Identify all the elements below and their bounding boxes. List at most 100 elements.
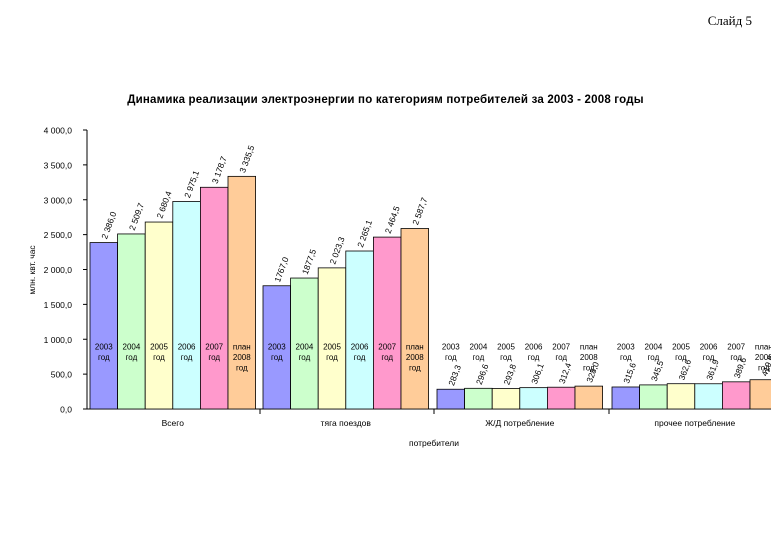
bar — [117, 233, 146, 410]
data-label: 345,5 — [649, 359, 666, 383]
bar-year-label-line: 2005 — [672, 342, 690, 351]
data-label: 419,8 — [759, 354, 771, 378]
bar — [262, 285, 292, 410]
bar-year-label-line: 2006 — [178, 342, 196, 351]
y-axis-label: млн. квт. час — [27, 245, 37, 295]
bar-year-label: 2004 год — [123, 342, 141, 362]
bar-year-label-line: год — [153, 353, 165, 362]
y-tick-label: 0,0 — [60, 405, 72, 415]
bar — [666, 383, 696, 410]
bar-year-label-line: 2005 — [150, 342, 168, 351]
bar-year-label-line: год — [236, 363, 248, 372]
bar-year-label-line: план — [755, 342, 771, 351]
bar — [547, 386, 576, 410]
bar — [722, 381, 751, 410]
data-label: 306,1 — [529, 362, 546, 386]
bar-year-label-line: 2007 — [205, 342, 223, 351]
bar — [199, 186, 229, 410]
bar-year-label: 2006 год — [700, 342, 718, 362]
bar-year-label-line: год — [445, 353, 457, 362]
y-tick-label: 2 000,0 — [44, 265, 73, 275]
bar-year-label-line: год — [703, 353, 715, 362]
bar — [694, 383, 723, 410]
bar-year-label: 2007 год — [727, 342, 745, 362]
bar-year-label-line: 2008 — [233, 353, 251, 362]
bar-year-label: план 2008 год — [755, 342, 771, 372]
bar-year-label-line: год — [473, 353, 485, 362]
data-label: 2 509,7 — [127, 201, 146, 231]
bar-year-label-line: год — [528, 353, 540, 362]
bar-year-label-line: год — [648, 353, 660, 362]
data-label: 3 335,5 — [237, 144, 256, 174]
bar-year-label-line: год — [126, 353, 138, 362]
bar-year-label-line: год — [326, 353, 338, 362]
bar-year-label: 2004 год — [645, 342, 663, 362]
bar-year-label: план 2008 год — [406, 342, 424, 372]
bar-year-label-line: год — [583, 363, 595, 372]
category-label: Ж/Д потребление — [485, 418, 554, 428]
bar-year-label-line: 2007 — [552, 342, 570, 351]
bar-year-label: 2003 год — [617, 342, 635, 362]
y-tick-label: 1 500,0 — [44, 300, 73, 310]
bar — [400, 228, 430, 410]
bar-year-label-line: год — [208, 353, 220, 362]
bar-year-label-line: 2006 — [700, 342, 718, 351]
bar-year-label: 2006 год — [351, 342, 369, 362]
bar-year-label: 2003 год — [442, 342, 460, 362]
bar-year-label-line: 2006 — [351, 342, 369, 351]
bar — [519, 387, 548, 410]
bar-year-label: 2006 год — [178, 342, 196, 362]
bar-year-label-line: 2003 — [617, 342, 635, 351]
bar-year-label-line: 2003 — [268, 342, 286, 351]
bar — [639, 384, 668, 410]
bar-year-label-line: 2008 — [755, 353, 771, 362]
bar-year-label-line: 2004 — [296, 342, 314, 351]
data-label: 2 023,3 — [327, 235, 346, 265]
bar — [317, 267, 347, 410]
bar-year-label: 2007 год — [378, 342, 396, 362]
bar — [574, 385, 604, 410]
bar — [491, 388, 521, 410]
data-label: 2 587,7 — [410, 196, 429, 226]
data-label: 2 386,0 — [99, 210, 118, 240]
y-tick-label: 4 000,0 — [44, 126, 73, 136]
bar-year-label: план 2008 год — [233, 342, 251, 372]
bar-year-label: 2004 год — [470, 342, 488, 362]
y-tick-label: 3 000,0 — [44, 195, 73, 205]
bar-year-label-line: 2006 — [525, 342, 543, 351]
data-label: 3 178,7 — [210, 155, 229, 185]
bar-year-label-line: год — [271, 353, 283, 362]
bar-year-label: 2005 год — [497, 342, 515, 362]
bar — [227, 175, 257, 410]
bar-year-label-line: год — [730, 353, 742, 362]
y-tick-label: 1 000,0 — [44, 335, 73, 345]
bar-year-label: план 2008 год — [580, 342, 598, 372]
x-axis-label: потребители — [409, 438, 459, 448]
y-tick-label: 500,0 — [51, 370, 73, 380]
bar-year-label-line: 2004 — [470, 342, 488, 351]
category-label: прочее потребление — [654, 418, 735, 428]
data-label: 296,6 — [474, 362, 491, 386]
data-label: 1767,0 — [272, 255, 290, 283]
bar — [345, 250, 374, 410]
category-label: тяга поездов — [321, 418, 372, 428]
bar-year-label-line: 2003 — [442, 342, 460, 351]
bar — [290, 277, 319, 410]
bar — [436, 388, 466, 410]
bar-year-label-line: 2004 — [123, 342, 141, 351]
bar-year-label: 2005 год — [672, 342, 690, 362]
data-label: 2 464,5 — [383, 204, 402, 234]
bar-year-label-line: 2004 — [645, 342, 663, 351]
bar-year-label-line: план — [580, 342, 598, 351]
data-label: 283,3 — [446, 363, 463, 387]
bar-year-label: 2007 год — [552, 342, 570, 362]
bar-year-label-line: год — [181, 353, 193, 362]
bar-year-label-line: план — [233, 342, 251, 351]
bar-year-label-line: год — [620, 353, 632, 362]
category-label: Всего — [162, 418, 185, 428]
bar — [749, 379, 771, 410]
bar-year-label-line: год — [758, 363, 770, 372]
bar — [172, 201, 201, 410]
bar-year-label: 2004 год — [296, 342, 314, 362]
